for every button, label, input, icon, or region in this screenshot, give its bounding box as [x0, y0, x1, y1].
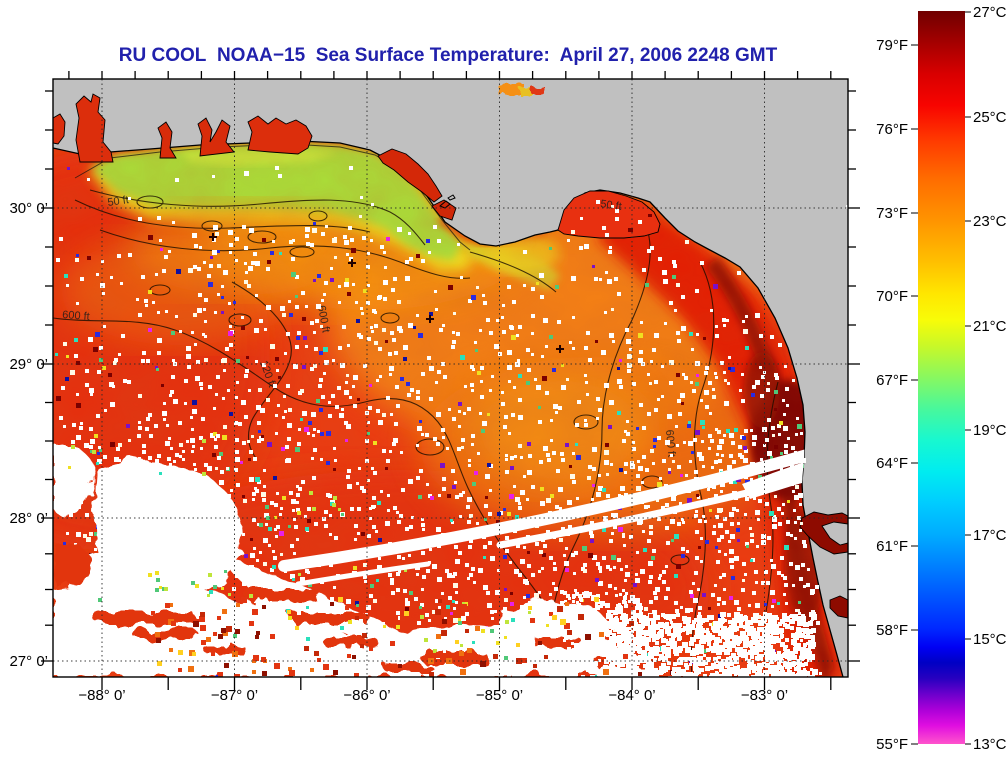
svg-text:−88° 0’: −88° 0’	[78, 687, 125, 704]
svg-text:−84° 0’: −84° 0’	[608, 687, 655, 704]
svg-text:55°F: 55°F	[876, 736, 908, 753]
svg-text:25°C: 25°C	[973, 109, 1007, 126]
svg-text:29° 0’: 29° 0’	[9, 356, 48, 373]
svg-text:58°F: 58°F	[876, 622, 908, 639]
svg-text:64°F: 64°F	[876, 455, 908, 472]
svg-text:67°F: 67°F	[876, 372, 908, 389]
svg-text:21°C: 21°C	[973, 318, 1007, 335]
svg-text:27° 0’: 27° 0’	[9, 653, 48, 670]
svg-text:17°C: 17°C	[973, 527, 1007, 544]
svg-text:13°C: 13°C	[973, 736, 1007, 753]
svg-text:RU COOL NOAA−15 Sea Surface: RU COOL NOAA−15 Sea Surface Temperature:…	[119, 45, 778, 66]
svg-text:23°C: 23°C	[973, 213, 1007, 230]
svg-text:28° 0’: 28° 0’	[9, 510, 48, 527]
svg-text:600 ft: 600 ft	[315, 304, 332, 333]
svg-text:−86° 0’: −86° 0’	[343, 687, 390, 704]
svg-text:600 ft: 600 ft	[663, 429, 677, 457]
svg-text:79°F: 79°F	[876, 37, 908, 54]
svg-text:15°C: 15°C	[973, 631, 1007, 648]
svg-text:−87° 0’: −87° 0’	[211, 687, 258, 704]
svg-text:−83° 0’: −83° 0’	[741, 687, 788, 704]
svg-text:73°F: 73°F	[876, 205, 908, 222]
svg-text:50 ft: 50 ft	[107, 194, 130, 209]
svg-text:19°C: 19°C	[973, 422, 1007, 439]
svg-text:27°C: 27°C	[973, 4, 1007, 21]
svg-text:70°F: 70°F	[876, 288, 908, 305]
svg-text:600 ft: 600 ft	[62, 309, 90, 323]
svg-text:30° 0’: 30° 0’	[9, 200, 48, 217]
svg-text:76°F: 76°F	[876, 121, 908, 138]
svg-text:−85° 0’: −85° 0’	[476, 687, 523, 704]
svg-text:61°F: 61°F	[876, 538, 908, 555]
